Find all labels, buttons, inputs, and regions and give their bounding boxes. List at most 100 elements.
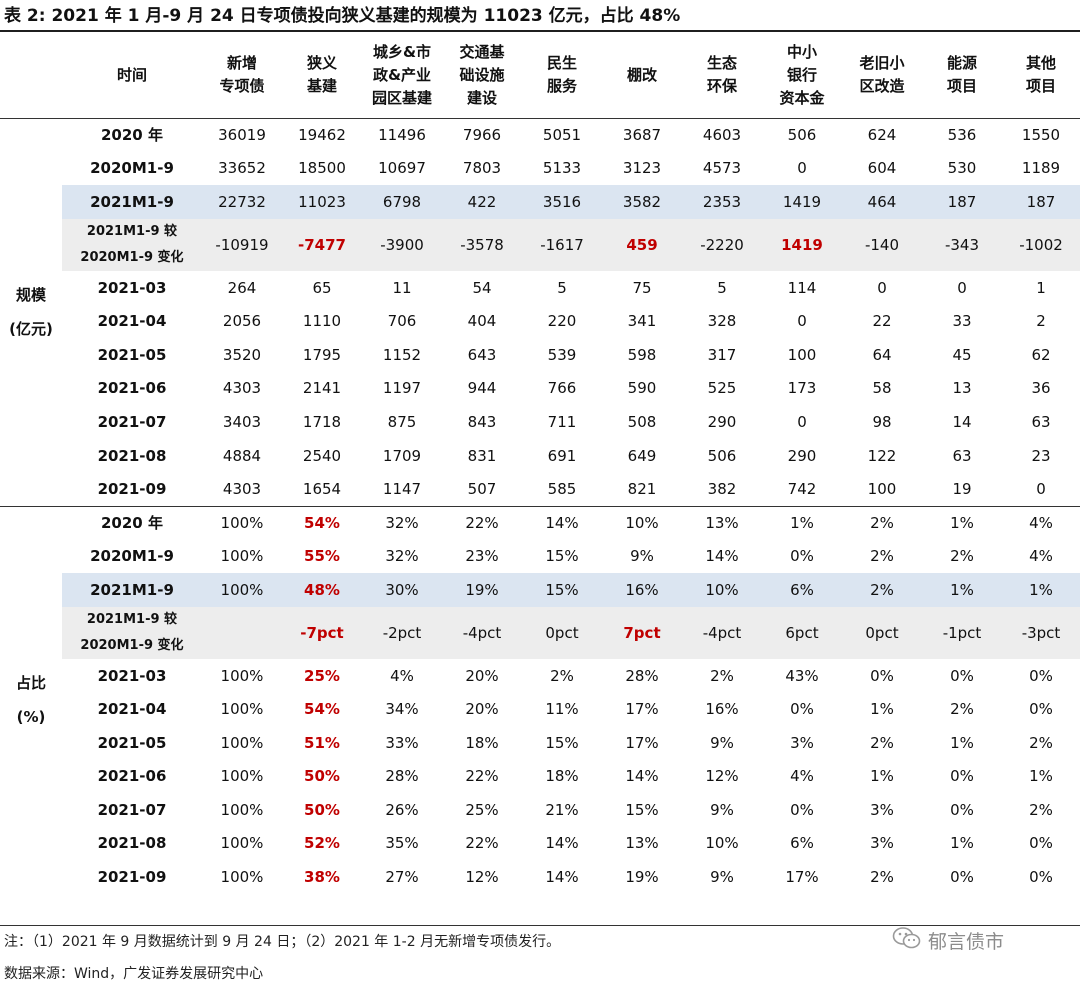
table-cell: 1189 (1021, 159, 1061, 178)
table-cell: 1718 (302, 412, 342, 431)
table-cell: 173 (787, 379, 817, 398)
table-cell: 6pct (762, 606, 842, 659)
table-cell: 9% (710, 868, 734, 887)
table-cell: 2% (550, 666, 574, 685)
table-cell: 100% (220, 767, 264, 786)
table-cell: 1419 (762, 218, 842, 271)
table-cell: 12% (465, 868, 499, 887)
table-cell: 0% (1029, 834, 1053, 853)
table-cell: 9% (710, 733, 734, 752)
table-cell: 1% (950, 733, 974, 752)
table-row: 2021M1-9 较 2020M1-9 变化 -10919 -7477 -3900 -35… (0, 218, 1080, 271)
table-cell: 25% (465, 800, 499, 819)
table-cell: 22732 (202, 185, 282, 219)
column-header: 老旧小 区改造 (859, 54, 905, 95)
table-cell: 28% (385, 767, 419, 786)
table-cell: 62 (1031, 345, 1051, 364)
table-cell: 2% (1029, 733, 1053, 752)
table-row: 2021-08 100% 52% 35% 22% 14% 13% 10% 6% 3% 1% 0% (0, 827, 1080, 861)
table-cell: 6% (790, 834, 814, 853)
table-cell: 1% (1002, 573, 1080, 607)
table-cell: -7pct (282, 606, 362, 659)
table-cell: 3520 (222, 345, 262, 364)
table-cell: 75 (632, 278, 652, 297)
table-cell: 17% (785, 868, 819, 887)
table-cell: 17% (625, 733, 659, 752)
table-cell: 100% (220, 733, 264, 752)
table-title: 表 2: 2021 年 1 月-9 月 24 日专项债投向狭义基建的规模为 11… (4, 6, 681, 26)
table-cell: 0 (957, 278, 967, 297)
table-row: 2021-07 3403 1718 875 843 711 508 290 0 98 14 63 (0, 405, 1080, 439)
table-cell: 464 (842, 185, 922, 219)
column-header: 其他 项目 (1025, 54, 1056, 95)
table-cell: 21% (545, 800, 579, 819)
table-cell: 36019 (218, 125, 266, 144)
table-cell: 100 (867, 480, 897, 499)
table-cell: 54% (304, 700, 340, 719)
table-cell: 506 (707, 446, 737, 465)
table-cell: 2% (870, 547, 894, 566)
table-cell (202, 606, 282, 659)
table-cell: 7966 (462, 125, 502, 144)
table-cell: 539 (547, 345, 577, 364)
group-label: 规模 (亿元) (9, 285, 53, 338)
table-cell: -3578 (442, 218, 522, 271)
table-cell: 0% (1029, 666, 1053, 685)
table-cell: -2220 (682, 218, 762, 271)
table-cell: 691 (547, 446, 577, 465)
table-cell: 2% (870, 513, 894, 532)
table-cell: 604 (867, 159, 897, 178)
table-cell: 4573 (702, 159, 742, 178)
row-label: 2020 年 (101, 514, 163, 533)
table-cell: 15% (625, 800, 659, 819)
table-cell: 2% (950, 547, 974, 566)
table-cell: 220 (547, 312, 577, 331)
table-cell: 1% (870, 700, 894, 719)
table-cell: 1147 (382, 480, 422, 499)
table-row: 占比 (%) 2020 年 100% 54% 32% 22% 14% 10% 13% 1% 2% 1% 4… (0, 506, 1080, 726)
table-cell: 1795 (302, 345, 342, 364)
table-cell: 290 (787, 446, 817, 465)
table-cell: 11 (392, 278, 412, 297)
table-cell: 341 (627, 312, 657, 331)
table-cell: 2141 (302, 379, 342, 398)
table-cell: 38% (304, 868, 340, 887)
table-cell: -3900 (362, 218, 442, 271)
table-cell: 5133 (542, 159, 582, 178)
footnote: 注：（1）2021 年 9 月数据统计到 9 月 24 日；（2）2021 年 … (4, 934, 561, 950)
table-cell: 1197 (382, 379, 422, 398)
table-cell: 4% (390, 666, 414, 685)
table-cell: 19% (625, 868, 659, 887)
table-cell: 4603 (702, 125, 742, 144)
table-cell: 10% (682, 573, 762, 607)
row-label: 2021-07 (97, 412, 167, 431)
group-label: 占比 (%) (15, 673, 46, 726)
table-cell: 585 (547, 480, 577, 499)
table-cell: 14% (545, 834, 579, 853)
table-cell: 100% (220, 834, 264, 853)
table-cell: 3123 (622, 159, 662, 178)
table-cell: 187 (922, 185, 1002, 219)
table-row: 2021-08 4884 2540 1709 831 691 649 506 290 122 63 2… (0, 439, 1080, 473)
column-header: 能源 项目 (946, 54, 977, 95)
table-cell: 831 (467, 446, 497, 465)
table-cell: 0pct (522, 606, 602, 659)
row-label: 2021-04 (97, 312, 167, 331)
table-cell: 590 (627, 379, 657, 398)
column-header: 棚改 (626, 65, 657, 84)
row-label: 2021-06 (97, 379, 167, 398)
table-cell: 14 (952, 412, 972, 431)
table-cell: 404 (467, 312, 497, 331)
table-cell: 100% (202, 573, 282, 607)
table-cell: 3% (870, 800, 894, 819)
row-label: 2021-05 (97, 733, 167, 752)
table-row: 2021-09 4303 1654 1147 507 585 821 382 742 100 19 0 (0, 472, 1080, 506)
table-cell: 2540 (302, 446, 342, 465)
table-cell: 30% (362, 573, 442, 607)
table-cell: 33 (952, 312, 972, 331)
table-cell: 4303 (222, 379, 262, 398)
table-cell: 15% (545, 733, 579, 752)
table-cell: 1% (922, 573, 1002, 607)
table-cell: 422 (442, 185, 522, 219)
table-cell: 20% (465, 666, 499, 685)
